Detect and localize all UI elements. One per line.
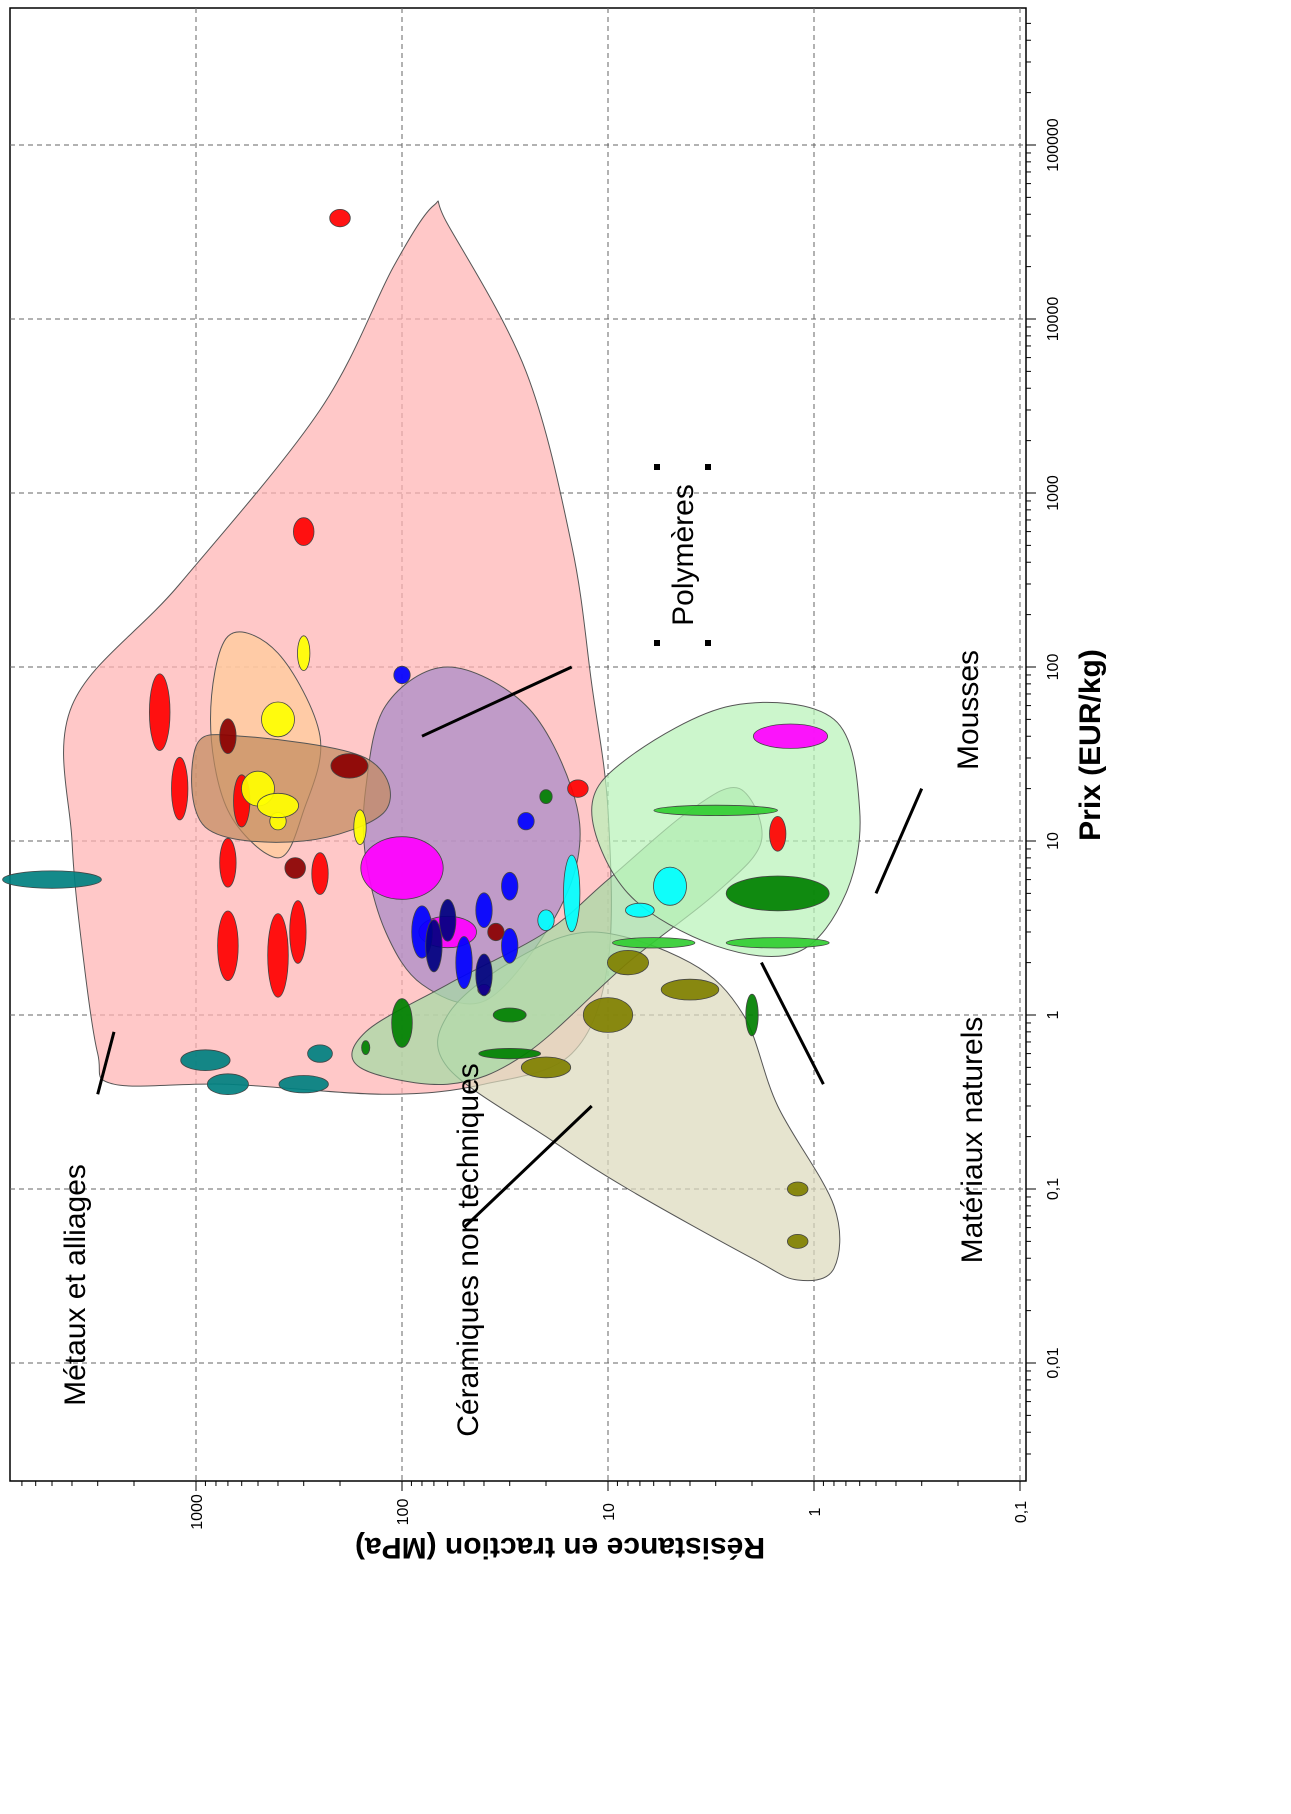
material-bubble <box>539 789 553 804</box>
material-bubble <box>353 809 367 845</box>
material-bubble <box>563 854 581 933</box>
material-bubble <box>297 635 311 671</box>
material-bubble <box>256 792 299 819</box>
material-bubble <box>492 1007 527 1023</box>
y-tick-label: 1000 <box>189 1494 206 1530</box>
material-bubble <box>219 718 237 754</box>
x-tick-label: 1 <box>1045 1010 1062 1019</box>
material-bubble <box>455 936 473 990</box>
material-bubble <box>180 1049 231 1071</box>
material-bubble <box>361 1040 371 1055</box>
x-axis-title: Prix (EUR/kg) <box>1074 649 1107 841</box>
material-bubble <box>625 902 655 918</box>
x-tick-label: 100 <box>1045 654 1062 681</box>
material-bubble <box>478 1048 542 1060</box>
y-tick-label: 1 <box>807 1507 824 1516</box>
selection-handle[interactable] <box>654 464 660 470</box>
material-bubble <box>360 836 444 900</box>
material-bubble <box>307 1044 333 1063</box>
material-bubble <box>393 665 411 685</box>
selection-handles[interactable] <box>654 464 711 646</box>
label-materiaux-naturels: Matériaux naturels <box>956 1017 989 1264</box>
x-tick-label: 0,1 <box>1045 1178 1062 1200</box>
material-bubble <box>217 910 239 981</box>
material-bubble <box>284 857 306 879</box>
annotations <box>96 665 924 1229</box>
material-bubble <box>171 756 189 821</box>
y-tick-label: 0,1 <box>1013 1501 1030 1523</box>
label-metaux: Métaux et alliages <box>59 1164 92 1406</box>
material-bubble <box>2 870 102 889</box>
material-bubble <box>278 1075 329 1094</box>
grid-layer <box>10 8 1026 1481</box>
material-bubble <box>745 993 759 1037</box>
material-bubble <box>475 892 493 928</box>
material-bubble <box>725 937 830 949</box>
material-bubble <box>293 517 315 546</box>
material-bubble <box>653 804 778 817</box>
material-bubble <box>501 871 519 901</box>
y-tick-label: 10 <box>601 1503 618 1521</box>
selection-handle[interactable] <box>705 464 711 470</box>
material-bubble <box>475 953 493 997</box>
y-axis-title: Résistance en traction (MPa) <box>355 1531 765 1564</box>
material-bubble <box>219 837 237 888</box>
material-bubble <box>439 898 457 942</box>
material-bubble <box>660 978 720 1001</box>
x-tick-label: 10 <box>1045 832 1062 850</box>
material-bubble <box>501 927 519 964</box>
material-bubble <box>537 909 555 932</box>
annotation-leader <box>760 961 825 1085</box>
material-bubble <box>787 1181 809 1197</box>
selection-handle[interactable] <box>654 640 660 646</box>
material-bubble <box>612 937 696 949</box>
material-bubble <box>582 997 634 1033</box>
material-bubble <box>517 812 535 831</box>
material-bubble <box>487 922 505 942</box>
material-bubble <box>206 1073 249 1095</box>
material-bubble <box>769 815 787 852</box>
material-bubble <box>567 779 589 798</box>
material-bubble <box>607 949 650 976</box>
material-bubble <box>148 673 171 751</box>
material-bubbles <box>2 209 830 1249</box>
selection-handle[interactable] <box>705 640 711 646</box>
material-bubble <box>653 866 687 906</box>
ticks: 0,01 0,1 1 10 100 1000 10000 100000 0,1 1 10 100 100… <box>21 22 1062 1530</box>
material-bubble <box>753 723 829 749</box>
x-tick-label: 10000 <box>1045 297 1062 342</box>
material-bubble <box>311 852 329 895</box>
annotation-leader <box>421 665 573 738</box>
material-bubble <box>329 209 351 228</box>
y-tick-label: 100 <box>395 1499 412 1526</box>
annotation-leader <box>462 1104 593 1229</box>
material-bubble <box>725 875 830 912</box>
material-bubble <box>330 753 369 779</box>
material-bubble <box>787 1234 809 1249</box>
x-tick-label: 0,01 <box>1045 1347 1062 1378</box>
material-bubble <box>289 900 307 964</box>
material-bubble <box>520 1056 572 1079</box>
label-polymeres: Polymères <box>667 484 700 626</box>
x-tick-label: 100000 <box>1045 118 1062 171</box>
annotation-leader <box>96 1031 116 1095</box>
material-bubble <box>425 919 443 973</box>
x-tick-label: 1000 <box>1045 475 1062 511</box>
label-mousses: Mousses <box>952 650 985 770</box>
label-ceramiques: Céramiques non techniques <box>452 1063 485 1437</box>
annotation-leader <box>874 788 924 894</box>
material-bubble <box>391 998 413 1048</box>
material-bubble <box>267 913 289 998</box>
material-bubble <box>261 701 295 738</box>
